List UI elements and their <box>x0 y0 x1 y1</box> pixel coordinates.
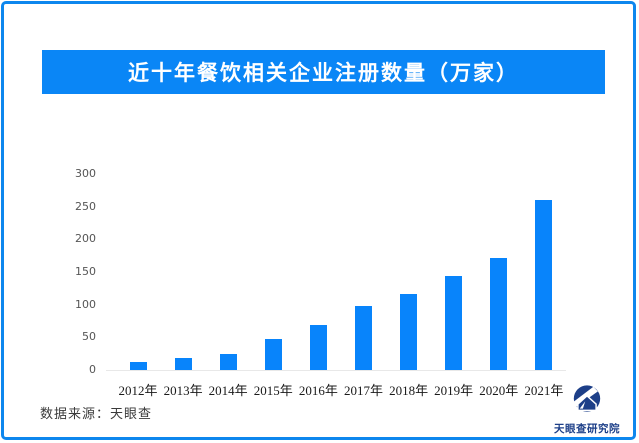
x-axis-tick-label: 2019年 <box>434 383 474 398</box>
bar-2019年 <box>445 276 463 370</box>
x-axis-tick-label: 2014年 <box>208 383 248 398</box>
bar-2020年 <box>490 258 508 370</box>
y-axis-tick-label: 250 <box>75 199 96 213</box>
x-axis-tick-label: 2015年 <box>253 383 293 398</box>
y-axis-tick-label: 200 <box>75 232 96 246</box>
data-source-label: 数据来源：天眼查 <box>40 406 153 421</box>
brand-logo: 天眼查研究院 <box>554 384 620 436</box>
y-axis-tick-label: 300 <box>75 167 96 180</box>
bar-2016年 <box>309 325 327 370</box>
bar-2013年 <box>174 358 192 370</box>
bar-2018年 <box>400 294 418 370</box>
x-axis-tick-label: 2018年 <box>389 383 429 398</box>
chart-title-banner: 近十年餐饮相关企业注册数量（万家） <box>42 50 605 94</box>
y-axis-tick-label: 100 <box>75 297 96 311</box>
x-axis-tick-label: 2013年 <box>163 383 203 398</box>
x-axis-line <box>106 370 566 371</box>
bar-2012年 <box>129 362 147 370</box>
x-axis-tick-label: 2012年 <box>118 383 158 398</box>
y-axis-tick-label: 50 <box>82 330 96 344</box>
x-axis-tick-label: 2021年 <box>524 383 564 398</box>
x-axis-tick-label: 2016年 <box>298 383 338 398</box>
brand-name: 天眼查研究院 <box>554 423 620 435</box>
bar-2015年 <box>264 339 282 370</box>
bar-2014年 <box>219 354 237 370</box>
tianyancha-eye-logo-icon <box>567 385 601 412</box>
chart-title: 近十年餐饮相关企业注册数量（万家） <box>128 62 519 85</box>
y-axis-tick-label: 0 <box>89 363 96 376</box>
x-axis-tick-label: 2017年 <box>343 383 383 398</box>
bar-2021年 <box>535 200 553 370</box>
x-axis-tick-label: 2020年 <box>479 383 519 398</box>
bar-2017年 <box>355 306 372 370</box>
y-axis-tick-label: 150 <box>75 265 96 278</box>
